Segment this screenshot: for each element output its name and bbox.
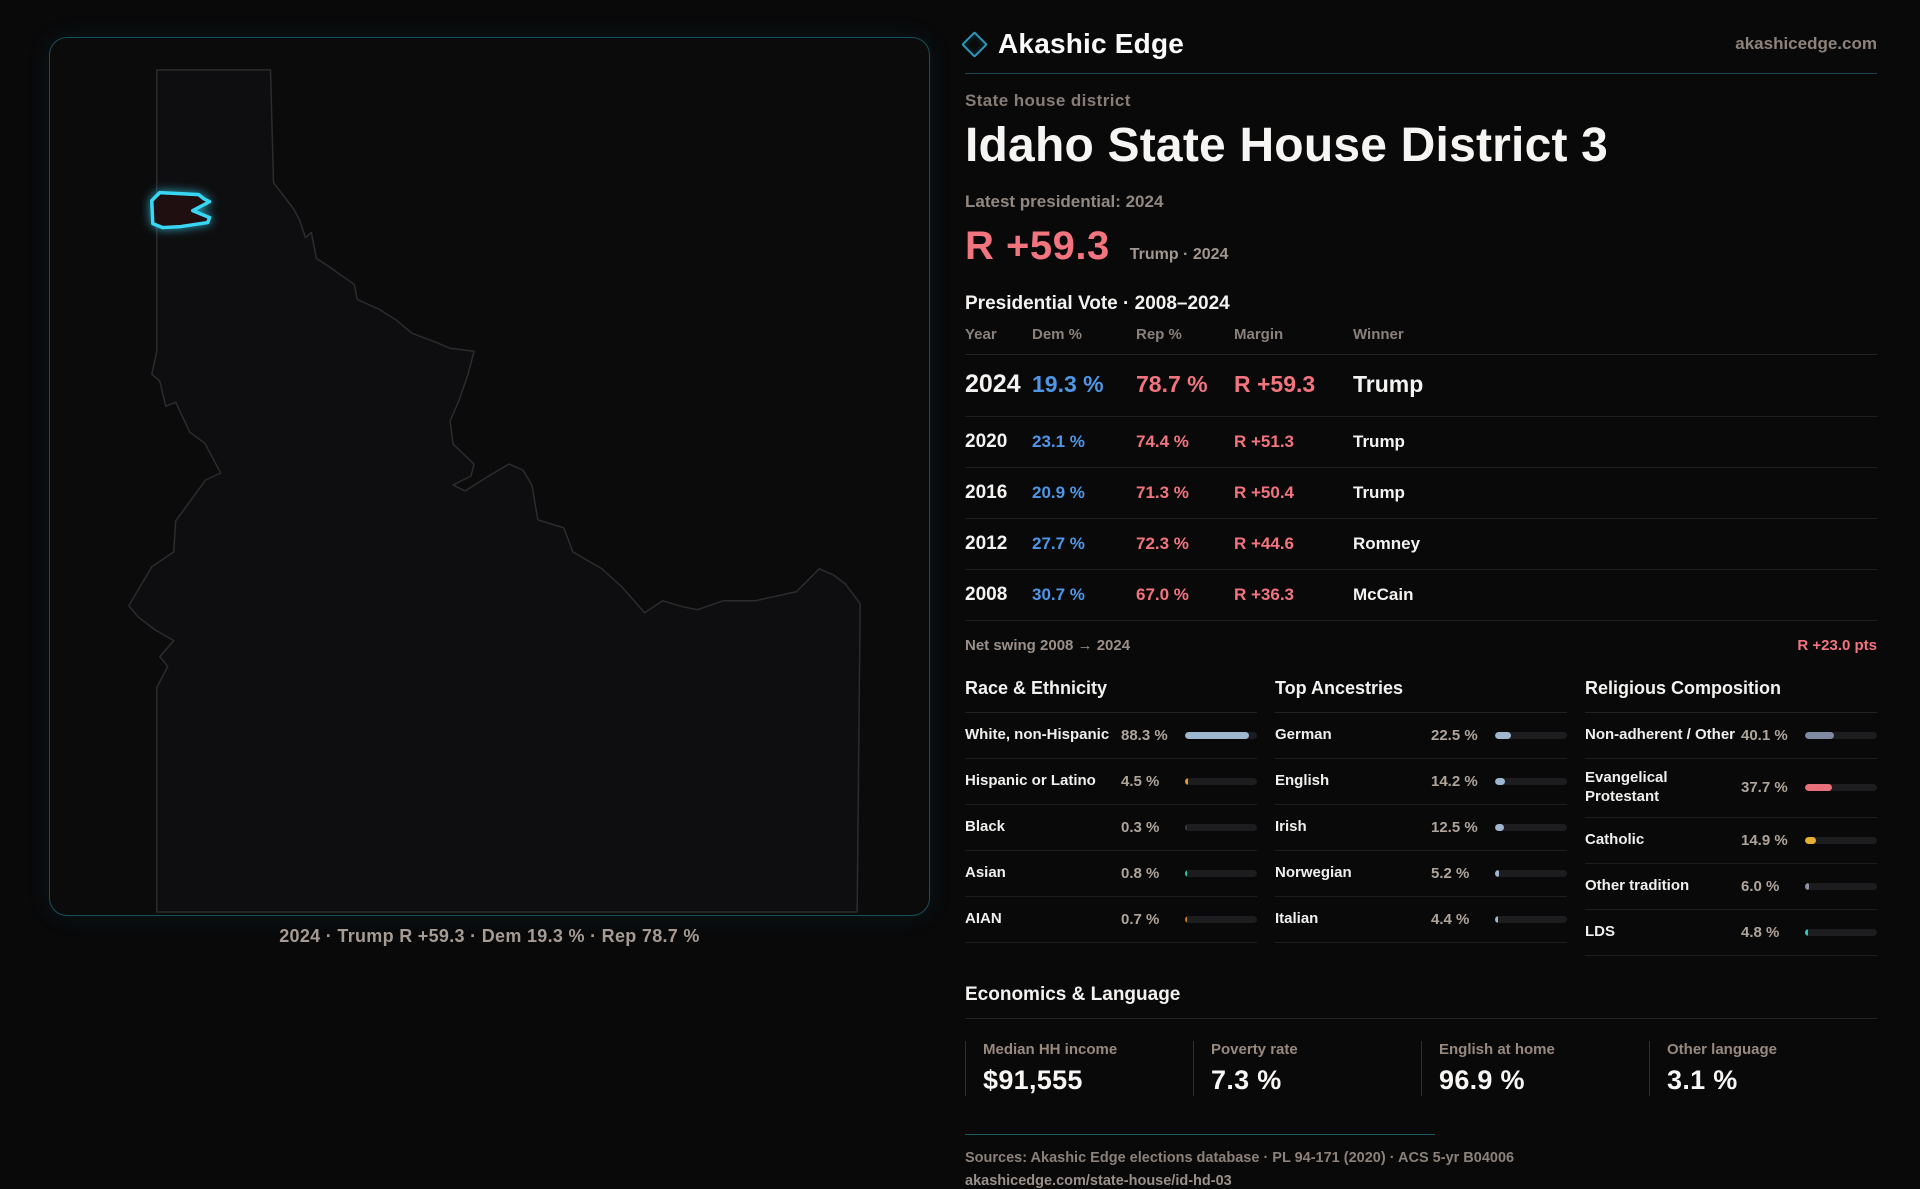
permalink[interactable]: akashicedge.com/state-house/id-hd-03 (965, 1172, 1232, 1189)
demo-row: AIAN 0.7 % (965, 897, 1257, 943)
demo-row: Other tradition 6.0 % (1585, 864, 1877, 910)
district-highlight[interactable] (150, 190, 212, 230)
demo-row: Evangelical Protestant 37.7 % (1585, 759, 1877, 818)
headline-margin-value: R +59.3 (965, 224, 1110, 268)
stat-bar (1185, 732, 1257, 739)
footer: Sources: Akashic Edge elections database… (965, 1133, 1877, 1189)
page-title: Idaho State House District 3 (965, 119, 1609, 172)
demo-row: Norwegian 5.2 % (1275, 851, 1567, 897)
stat-bar (1805, 882, 1877, 890)
demo-column-title: Race & Ethnicity (965, 678, 1257, 713)
footer-divider (965, 1133, 1435, 1135)
stat-bar (1495, 916, 1567, 923)
table-row: 2008 30.7 % 67.0 % R +36.3 McCain (965, 570, 1877, 621)
stat-bar (1805, 928, 1877, 936)
col-year: Year (965, 326, 997, 343)
religion-column: Religious Composition Non-adherent / Oth… (1585, 678, 1877, 956)
state-map-panel (49, 37, 930, 916)
stat-bar (1495, 824, 1567, 831)
net-swing-value: R +23.0 pts (1797, 637, 1877, 654)
economics-stats: Median HH income $91,555 Poverty rate 7.… (965, 1040, 1877, 1096)
demo-row: German 22.5 % (1275, 713, 1567, 759)
stat-median-income: Median HH income $91,555 (965, 1040, 1193, 1096)
header: Akashic Edge akashicedge.com (961, 28, 1877, 60)
economics-section: Economics & Language Median HH income $9… (965, 984, 1877, 1096)
ancestries-column: Top Ancestries German 22.5 % English 14.… (1275, 678, 1567, 956)
col-dem: Dem % (1032, 326, 1083, 343)
stat-bar (1185, 870, 1257, 877)
table-row: 2012 27.7 % 72.3 % R +44.6 Romney (965, 519, 1877, 570)
col-winner: Winner (1353, 326, 1404, 343)
demo-row: Asian 0.8 % (965, 851, 1257, 897)
stat-english-at-home: English at home 96.9 % (1421, 1040, 1649, 1096)
demographics-grid: Race & Ethnicity White, non-Hispanic 88.… (965, 678, 1877, 956)
stat-bar (1185, 916, 1257, 923)
demo-row: Non-adherent / Other 40.1 % (1585, 713, 1877, 759)
demo-column-title: Religious Composition (1585, 678, 1877, 713)
economics-title: Economics & Language (965, 983, 1181, 1005)
headline-margin-block: R +59.3 Trump · 2024 (965, 224, 1877, 269)
latest-presidential-label: Latest presidential: 2024 (965, 192, 1164, 211)
stat-bar (1185, 778, 1257, 785)
brand-diamond-icon (961, 30, 988, 58)
stat-other-language: Other language 3.1 % (1649, 1040, 1877, 1096)
stat-bar (1495, 778, 1567, 785)
table-header-row: Year Dem % Rep % Margin Winner (965, 315, 1877, 355)
map-caption: 2024 · Trump R +59.3 · Dem 19.3 % · Rep … (279, 926, 700, 946)
district-kicker: State house district (965, 91, 1131, 110)
demo-row: Black 0.3 % (965, 805, 1257, 851)
stat-bar (1805, 836, 1877, 844)
demo-row: Italian 4.4 % (1275, 897, 1567, 943)
vote-table-title: Presidential Vote · 2008–2024 (965, 293, 1230, 314)
sources-text: Sources: Akashic Edge elections database… (965, 1149, 1515, 1166)
demo-row: Irish 12.5 % (1275, 805, 1567, 851)
stat-bar (1805, 784, 1877, 792)
idaho-outline (128, 69, 861, 913)
demo-column-title: Top Ancestries (1275, 678, 1567, 713)
col-margin: Margin (1234, 326, 1284, 343)
col-rep: Rep % (1136, 326, 1182, 343)
stat-bar (1185, 824, 1257, 831)
demo-row: White, non-Hispanic 88.3 % (965, 713, 1257, 759)
demo-row: Catholic 14.9 % (1585, 818, 1877, 864)
stat-poverty-rate: Poverty rate 7.3 % (1193, 1040, 1421, 1096)
table-row: 2016 20.9 % 71.3 % R +50.4 Trump (965, 468, 1877, 519)
race-ethnicity-column: Race & Ethnicity White, non-Hispanic 88.… (965, 678, 1257, 956)
brand-domain-link[interactable]: akashicedge.com (1735, 34, 1877, 53)
table-row: 2020 23.1 % 74.4 % R +51.3 Trump (965, 417, 1877, 468)
stat-bar (1495, 732, 1567, 739)
net-swing-label: Net swing 2008 → 2024 (965, 637, 1131, 654)
brand-name: Akashic Edge (998, 28, 1185, 59)
demo-row: Hispanic or Latino 4.5 % (965, 759, 1257, 805)
economics-divider (965, 1017, 1877, 1019)
idaho-map (128, 69, 861, 913)
stat-bar (1805, 732, 1877, 739)
report-panel: Akashic Edge akashicedge.com State house… (961, 28, 1877, 1189)
headline-margin-sub: Trump · 2024 (1129, 246, 1229, 263)
stat-bar (1495, 870, 1567, 877)
table-row: 2024 19.3 % 78.7 % R +59.3 Trump (965, 355, 1877, 417)
net-swing-row: Net swing 2008 → 2024 R +23.0 pts (965, 637, 1877, 654)
presidential-vote-table: Year Dem % Rep % Margin Winner 2024 19.3… (965, 315, 1877, 621)
header-divider (965, 73, 1877, 74)
demo-row: LDS 4.8 % (1585, 910, 1877, 956)
demo-row: English 14.2 % (1275, 759, 1567, 805)
